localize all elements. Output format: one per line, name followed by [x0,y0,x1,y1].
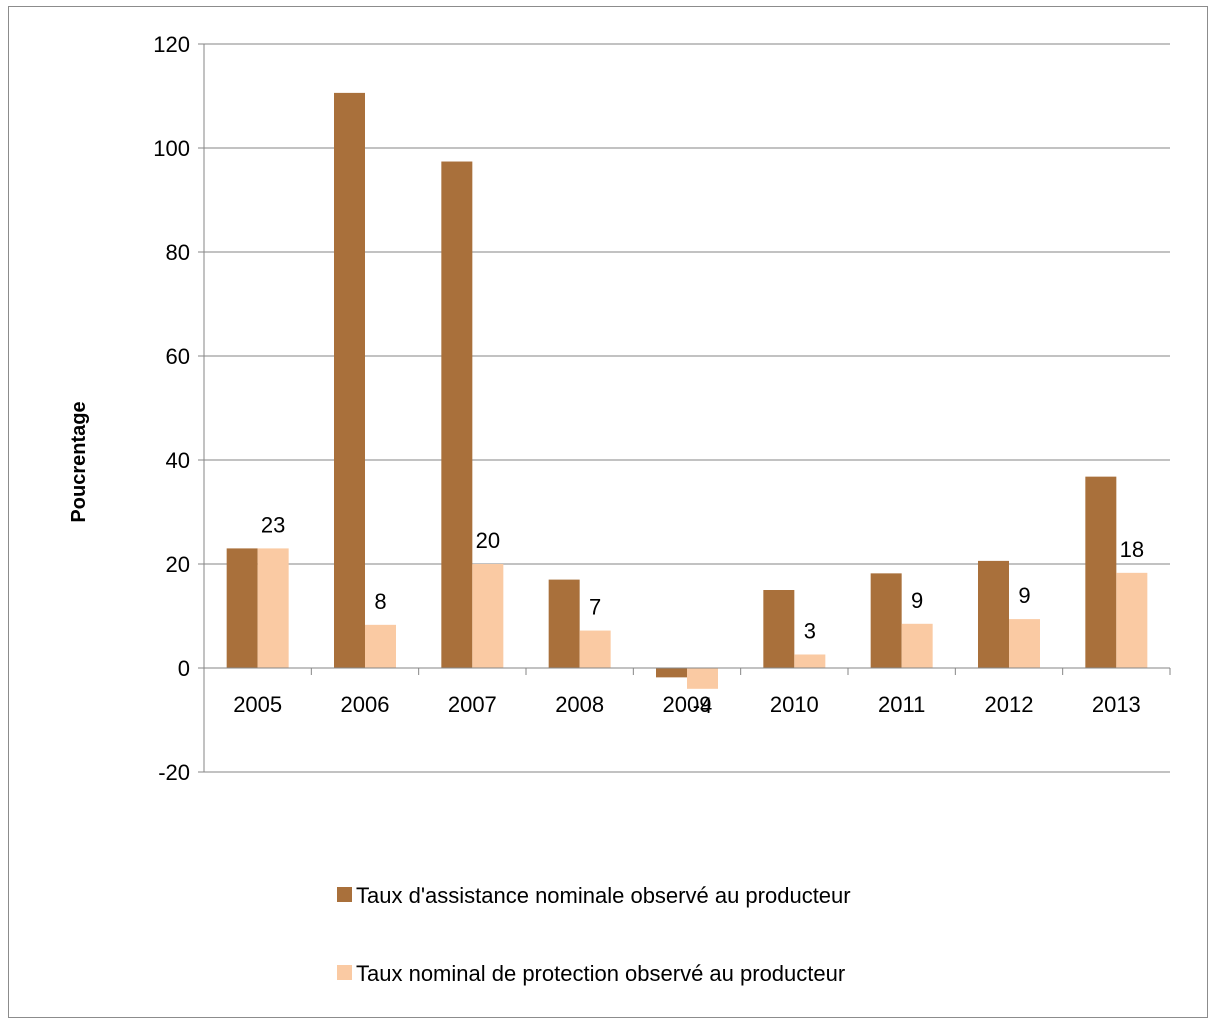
legend-label-protection: Taux nominal de protection observé au pr… [356,961,845,986]
bar-protection [901,623,933,668]
axes [203,44,1171,772]
y-tick-label: 0 [178,656,190,681]
x-tick-label: 2006 [341,692,390,717]
y-axis-title: Poucrentage [68,401,90,522]
data-label: 23 [261,512,285,537]
legend-label-assistance: Taux d'assistance nominale observé au pr… [356,883,851,908]
data-label: 7 [589,595,601,620]
bar-assistance [1085,476,1117,668]
chart-frame: -20 0 20 40 60 80 100 120 2005 2006 2007 2008 2009 2… [8,6,1208,1018]
bar-protection [472,564,504,668]
bar-assistance [548,579,580,668]
y-tick-labels: -20 0 20 40 60 80 100 120 [153,32,190,785]
legend: Taux d'assistance nominale observé au pr… [337,883,851,986]
bar-protection [1116,572,1148,668]
x-tick-label: 2009 [663,692,712,717]
bar-assistance [441,161,473,668]
x-tick-labels: 2005 2006 2007 2008 2009 2010 2011 2012 2013 [233,692,1141,717]
bar-assistance [870,573,902,668]
data-label: 9 [1018,583,1030,608]
x-tick-label: 2011 [878,692,925,717]
x-tick-label: 2007 [448,692,497,717]
legend-swatch-assistance [337,887,352,902]
bar-protection [257,548,289,668]
x-tick-label: 2012 [985,692,1034,717]
y-tick-label: 20 [166,552,190,577]
bar-assistance [656,668,687,678]
x-tick-label: 2008 [555,692,604,717]
bars [226,92,1148,689]
bar-protection [794,654,826,668]
x-tick-label: 2013 [1092,692,1141,717]
x-tick-label: 2005 [233,692,282,717]
x-tick-label: 2010 [770,692,819,717]
bar-protection [579,630,611,668]
data-label: -4 [693,693,713,718]
bar-protection [365,624,396,668]
bar-assistance [334,92,365,668]
y-tick-label: 40 [166,448,190,473]
bar-assistance [763,590,795,668]
data-label: 8 [374,589,386,614]
data-label: 9 [911,588,923,613]
legend-swatch-protection [337,965,352,980]
y-tick-label: 80 [166,240,190,265]
y-tick-label: 100 [153,136,190,161]
bar-assistance [978,560,1009,668]
y-tick-label: 120 [153,32,190,57]
bar-protection [1009,619,1040,668]
data-label: 20 [476,528,500,553]
y-tick-label: -20 [158,760,190,785]
data-label: 3 [804,618,816,643]
y-tick-label: 60 [166,344,190,369]
bar-protection [687,668,718,689]
data-labels: 23 8 20 7 -4 3 9 9 18 [261,512,1144,717]
bar-assistance [226,548,258,668]
data-label: 18 [1120,537,1144,562]
